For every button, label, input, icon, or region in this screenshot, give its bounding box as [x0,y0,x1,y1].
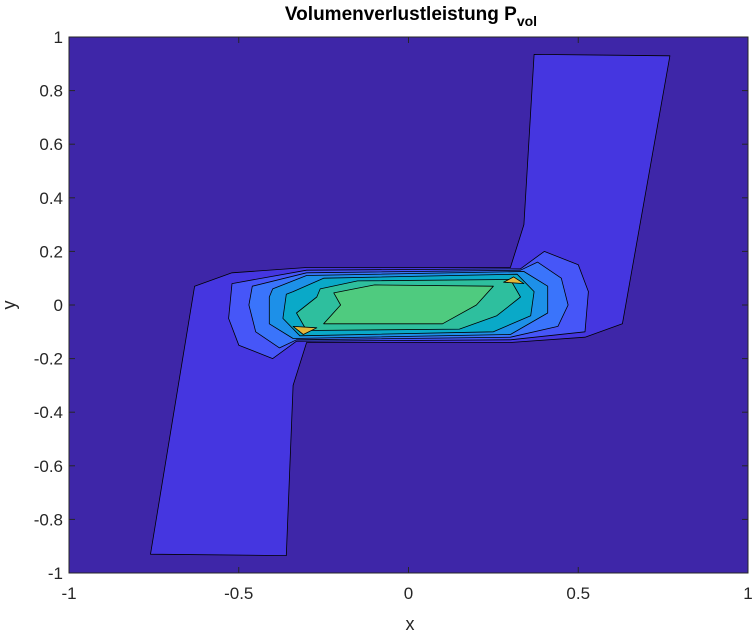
y-tick-label: 0.2 [39,242,63,261]
y-axis: -1 -0.8 -0.6 -0.4 -0.2 0 0.2 0.4 0.6 0.8 1 [34,28,748,583]
y-tick-label: 0.6 [39,135,63,154]
plot-area [68,36,749,574]
title-subscript: vol [517,13,537,29]
y-tick-label: -1 [48,564,63,583]
x-axis-label: x [406,614,415,634]
x-tick-label: -0.5 [224,584,253,603]
y-tick-label: 0.8 [39,82,63,101]
contour-region-contour-band-7 [323,284,494,325]
x-tick-label: -1 [61,584,76,603]
y-tick-label: 0.4 [39,189,63,208]
y-axis-label: y [0,301,19,310]
y-tick-label: -0.4 [34,403,63,422]
x-tick-label: 0.5 [566,584,590,603]
title-text: Volumenverlustleistung P [285,4,517,25]
y-tick-label: -0.2 [34,350,63,369]
chart-title: Volumenverlustleistung Pvol [285,4,537,29]
contour-region-hotspot-right [503,276,525,285]
x-tick-label: 0 [404,584,413,603]
x-axis: -1 -0.5 0 0.5 1 [61,37,753,603]
y-tick-label: -0.8 [34,510,63,529]
contour-region-hotspot-left [292,325,318,335]
x-tick-label: 1 [743,584,752,603]
y-tick-label: 0 [54,296,63,315]
y-tick-label: 1 [54,28,63,47]
y-tick-label: -0.6 [34,457,63,476]
